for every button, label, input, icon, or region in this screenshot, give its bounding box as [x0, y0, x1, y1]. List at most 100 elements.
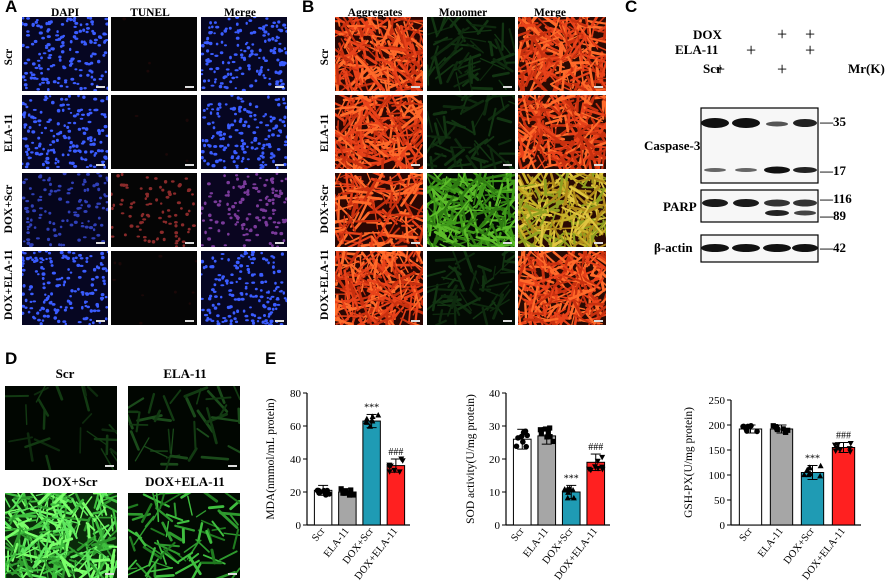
scale-bar — [96, 242, 105, 244]
y-tick-label: 30 — [489, 421, 501, 433]
caspase3-band-17-lane3 — [764, 166, 790, 174]
data-point — [570, 494, 577, 501]
data-point — [599, 466, 606, 473]
data-point — [587, 467, 594, 474]
panel-d-doxela11-tile — [128, 493, 240, 578]
y-axis-label: MDA(nmmol/mL protein) — [265, 398, 277, 519]
y-tick-label: 60 — [290, 421, 302, 433]
treatment-label-ela11: ELA-11 — [675, 42, 719, 57]
significance-label: *** — [805, 454, 820, 465]
panel-b-aggregates-tile — [335, 173, 423, 247]
y-tick-label: 0 — [720, 520, 726, 532]
bar — [362, 420, 381, 526]
panel-d-label-ela11: ELA-11 — [163, 366, 207, 381]
data-point — [544, 434, 550, 440]
panel-a-merge-tile — [201, 95, 287, 169]
panel-b-aggregates-tile — [335, 17, 423, 91]
bactin-band-lane2 — [732, 244, 760, 252]
scale-bar — [503, 164, 512, 166]
panel-b-letter: B — [302, 0, 315, 16]
data-point — [785, 427, 791, 433]
category-label: Scr — [738, 526, 756, 544]
data-point — [396, 469, 403, 475]
size-42: —42 — [820, 240, 846, 255]
data-point — [369, 417, 376, 424]
panel-a-col-dapi: DAPI — [50, 7, 80, 19]
scale-bar — [594, 242, 603, 244]
data-point — [363, 418, 370, 425]
data-point — [348, 487, 354, 493]
data-point — [774, 426, 780, 433]
y-tick-label: 40 — [489, 388, 501, 400]
scale-bar — [96, 164, 105, 166]
scale-bar — [275, 242, 284, 244]
panel-d-ela11-tile — [128, 386, 240, 470]
data-point — [550, 438, 556, 445]
treatment-label-scr: Scr — [703, 61, 722, 76]
data-point — [745, 423, 751, 430]
y-tick-label: 100 — [709, 470, 726, 482]
panel-d-label-doxela11: DOX+ELA-11 — [145, 474, 225, 489]
y-axis-label: GSH-PX(U/mg protein) — [683, 407, 695, 518]
size-35: —35 — [820, 114, 846, 129]
bar — [586, 461, 606, 526]
panel-a-col-merge: Merge — [224, 7, 256, 19]
panel-d-label-doxscr: DOX+Scr — [42, 474, 98, 489]
bar — [738, 428, 763, 526]
panel-a-merge-tile — [201, 251, 287, 325]
data-point — [592, 464, 599, 470]
plus-mark: + — [777, 24, 788, 44]
panel-a-letter: A — [5, 0, 18, 16]
data-point — [386, 469, 393, 475]
data-point — [340, 490, 346, 496]
data-point — [567, 486, 574, 493]
data-point — [599, 464, 606, 471]
scale-bar — [503, 320, 512, 322]
data-point — [599, 454, 606, 461]
data-point — [375, 412, 382, 418]
y-tick-label: 0 — [296, 520, 302, 532]
data-point — [565, 489, 572, 495]
scale-bar — [411, 320, 420, 322]
data-point — [343, 490, 349, 496]
category-label: Scr — [310, 526, 328, 544]
scale-bar — [105, 465, 114, 467]
bar — [769, 428, 794, 526]
panel-b-col-aggregates: Aggregates — [347, 7, 403, 19]
parp-band-89-lane3 — [765, 210, 789, 216]
scale-bar — [185, 164, 194, 166]
panel-b-monomer-tile — [427, 251, 515, 325]
y-tick-label: 40 — [290, 454, 302, 466]
scale-bar — [185, 242, 194, 244]
data-point — [805, 471, 812, 478]
significance-label: *** — [364, 402, 379, 413]
plus-mark: + — [805, 24, 816, 44]
y-tick-label: 10 — [489, 487, 501, 499]
size-17: —17 — [820, 163, 846, 178]
panel-a-dapi-tile — [22, 251, 108, 325]
scale-bar — [503, 242, 512, 244]
y-axis-label: SOD activity(U/mg protein) — [465, 394, 477, 524]
bactin-band-lane1 — [701, 244, 729, 252]
category-label: Scr — [509, 526, 527, 544]
scale-bar — [105, 573, 114, 575]
size-116-value: 116 — [833, 191, 852, 206]
data-point — [772, 424, 779, 430]
data-point — [836, 447, 843, 453]
panel-a-merge-tile — [201, 173, 287, 247]
bar — [831, 447, 856, 526]
y-tick-label: 20 — [489, 454, 501, 466]
panel-e-letter: E — [265, 349, 277, 368]
blot-label-caspase3: Caspase-3 — [644, 138, 701, 153]
blot-label-parp: PARP — [663, 199, 697, 214]
treatment-label-dox: DOX — [693, 27, 722, 42]
data-point — [363, 415, 370, 422]
scale-bar — [185, 320, 194, 322]
panel-a-merge-tile — [201, 17, 287, 91]
panel-a-tunel-tile — [111, 17, 197, 91]
plus-mark: + — [777, 59, 788, 79]
panel-b-monomer-tile — [427, 17, 515, 91]
scale-bar — [96, 86, 105, 88]
data-point — [547, 425, 553, 431]
